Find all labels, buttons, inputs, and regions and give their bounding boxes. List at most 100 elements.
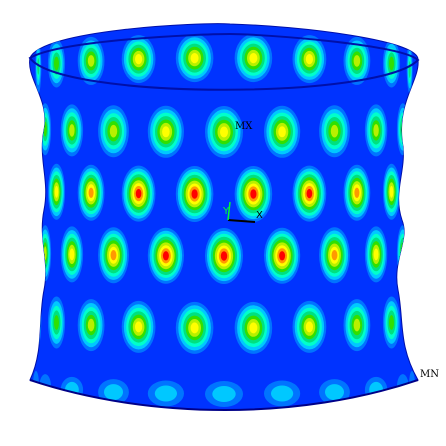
contour-band bbox=[37, 305, 40, 334]
contour-band bbox=[409, 224, 415, 280]
contour-band bbox=[192, 189, 198, 198]
contour-band bbox=[163, 251, 169, 260]
contour-band bbox=[408, 296, 412, 337]
contour-band bbox=[36, 171, 40, 210]
contour-band bbox=[249, 53, 257, 63]
contour-band bbox=[408, 170, 412, 209]
contour-band bbox=[221, 251, 227, 260]
contour-band bbox=[278, 126, 286, 137]
contour-band bbox=[33, 224, 39, 280]
contour-band bbox=[34, 233, 38, 272]
min-label: MN bbox=[420, 369, 439, 380]
contour-band bbox=[407, 163, 413, 219]
contour-band bbox=[36, 166, 41, 214]
contour-band bbox=[307, 189, 313, 198]
contour-band bbox=[411, 119, 413, 137]
contour-band bbox=[408, 174, 411, 205]
contour-band bbox=[389, 57, 394, 71]
contour-band bbox=[35, 241, 37, 263]
contour-band bbox=[407, 290, 413, 342]
contour-band bbox=[410, 233, 414, 272]
contour-band bbox=[407, 161, 413, 217]
max-label: MX bbox=[235, 121, 253, 132]
contour-band bbox=[354, 319, 361, 332]
contour-band bbox=[408, 171, 412, 210]
contour-band bbox=[279, 251, 285, 260]
y-axis-label: Y bbox=[222, 206, 230, 217]
contour-band bbox=[37, 175, 40, 206]
contour-band bbox=[55, 186, 59, 198]
contour-band bbox=[135, 54, 142, 64]
contour-band bbox=[411, 241, 413, 263]
contour-band bbox=[400, 117, 405, 141]
contour-band bbox=[37, 311, 39, 329]
contour-band bbox=[325, 384, 344, 400]
contour-band bbox=[407, 166, 412, 214]
contour-band bbox=[411, 245, 412, 259]
contour-band bbox=[54, 57, 59, 71]
contour-band bbox=[34, 237, 37, 268]
contour-band bbox=[374, 249, 379, 261]
contour-band bbox=[111, 250, 117, 260]
contour-band bbox=[35, 161, 41, 217]
contour-band bbox=[34, 108, 38, 149]
contour-band bbox=[36, 170, 40, 209]
contour-band bbox=[37, 174, 40, 205]
contour-band bbox=[408, 302, 411, 331]
contour-band bbox=[408, 305, 411, 334]
contour-band bbox=[37, 307, 39, 325]
contour-band bbox=[306, 321, 313, 332]
contour-band bbox=[88, 55, 95, 67]
contour-band bbox=[162, 126, 170, 137]
contour-band bbox=[409, 102, 415, 154]
contour-band bbox=[410, 108, 414, 149]
contour-band bbox=[69, 124, 74, 137]
contour-band bbox=[306, 54, 313, 64]
contour-band bbox=[271, 386, 293, 402]
contour-band bbox=[89, 188, 94, 198]
contour-band bbox=[408, 175, 411, 206]
contour-band bbox=[38, 183, 39, 197]
contour-band bbox=[34, 228, 39, 276]
contour-band bbox=[70, 249, 75, 261]
contour-band bbox=[409, 311, 411, 329]
contour-band bbox=[35, 163, 41, 219]
contour-band bbox=[369, 382, 383, 398]
contour-band bbox=[34, 113, 37, 142]
contour-band bbox=[212, 386, 235, 402]
contour-band bbox=[407, 299, 412, 340]
contour-band bbox=[407, 294, 413, 346]
contour-band bbox=[220, 127, 228, 138]
contour-band bbox=[191, 53, 199, 63]
contour-band bbox=[409, 184, 410, 198]
contour-band bbox=[409, 180, 411, 202]
x-axis-label: X bbox=[256, 210, 263, 221]
contour-band bbox=[410, 237, 413, 268]
contour-band bbox=[54, 315, 59, 330]
contour-band bbox=[409, 307, 411, 325]
contour-band bbox=[332, 250, 338, 260]
contour-band bbox=[191, 322, 199, 333]
contour-band bbox=[110, 125, 117, 138]
contour-band bbox=[36, 167, 41, 215]
contour-band bbox=[135, 321, 142, 332]
contour-band bbox=[37, 178, 39, 200]
contour-band bbox=[37, 180, 39, 202]
contour-band bbox=[155, 386, 177, 402]
contour-band bbox=[331, 125, 338, 138]
contour-band bbox=[37, 302, 40, 331]
contour-band bbox=[409, 371, 415, 397]
contour-band bbox=[401, 242, 406, 264]
contour-band bbox=[88, 319, 95, 332]
contour-band bbox=[354, 55, 361, 67]
contour-band bbox=[250, 189, 256, 198]
contour-band bbox=[409, 61, 411, 78]
contour-band bbox=[407, 167, 412, 215]
contour-band bbox=[104, 384, 123, 400]
contour-band bbox=[410, 113, 413, 142]
contour-band bbox=[249, 322, 257, 333]
contour-band bbox=[409, 178, 411, 200]
contour-band bbox=[39, 374, 51, 400]
contour-band bbox=[390, 186, 394, 198]
